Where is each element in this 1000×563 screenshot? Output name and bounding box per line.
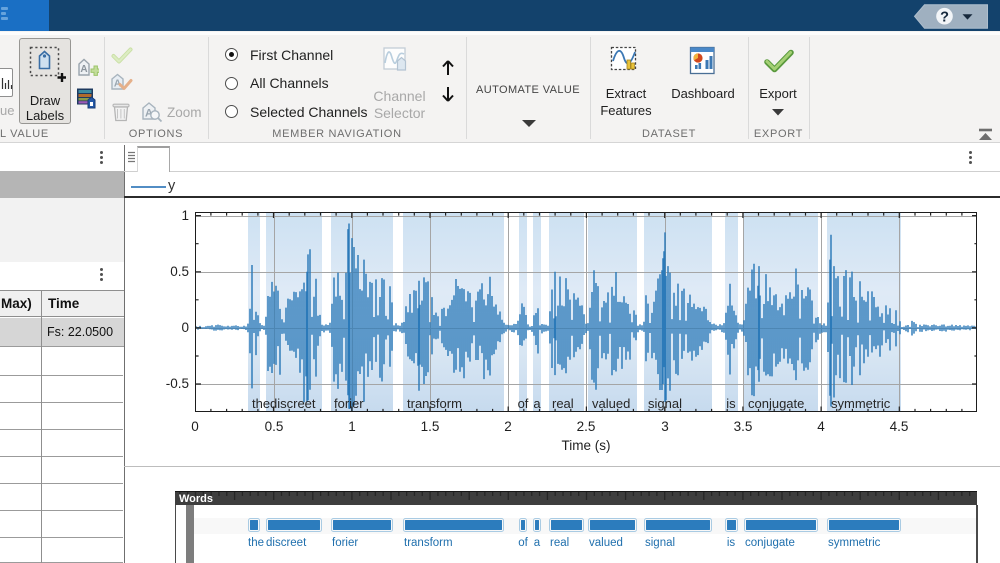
- svg-text:A: A: [145, 108, 153, 120]
- svg-text:A: A: [80, 64, 87, 75]
- svg-text:A: A: [114, 79, 121, 90]
- svg-text:?: ?: [940, 9, 949, 25]
